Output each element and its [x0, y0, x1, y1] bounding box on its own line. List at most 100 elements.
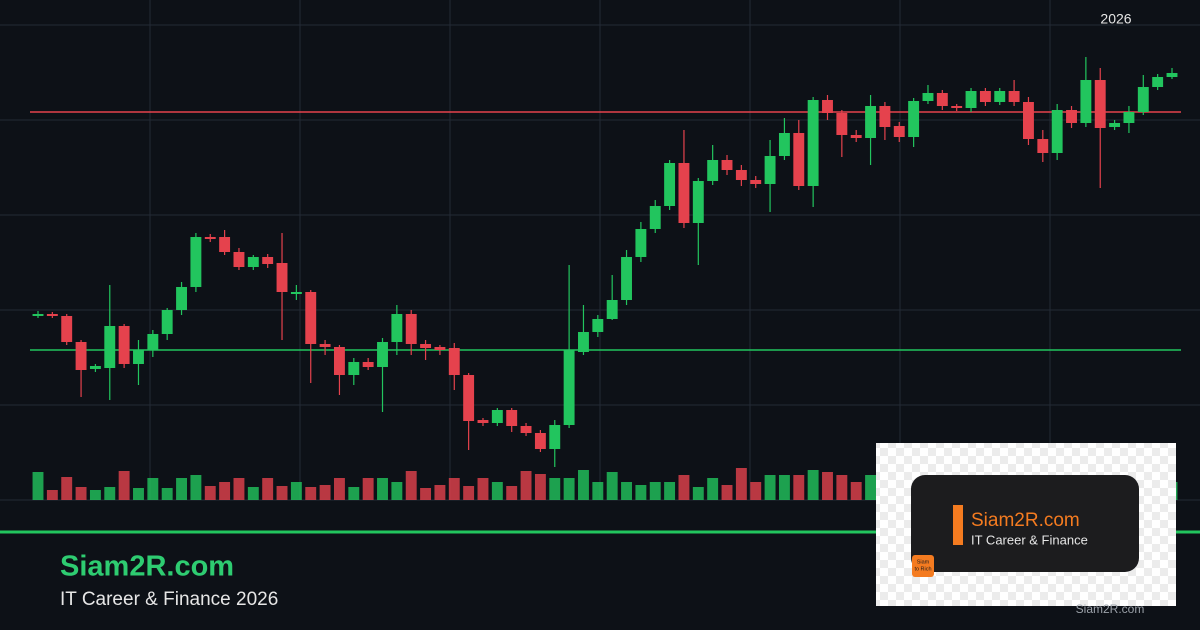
candle-body: [592, 319, 604, 332]
candle-body: [491, 410, 503, 423]
volume-bar: [75, 487, 87, 500]
candle-body: [89, 366, 101, 369]
volume-bar: [46, 490, 58, 500]
volume-bar: [405, 471, 417, 500]
candle-body: [893, 126, 905, 137]
candle-body: [520, 426, 532, 433]
volume-bar: [420, 488, 432, 500]
volume-bar: [578, 470, 589, 500]
candle-body: [477, 420, 489, 423]
candle-body: [104, 326, 116, 368]
card-panel: [911, 475, 1139, 572]
volume-bar: [348, 487, 360, 500]
candle-body: [147, 334, 159, 350]
candle-body: [879, 106, 891, 127]
volume-bar: [233, 478, 245, 500]
card-accent: [953, 505, 963, 545]
candle-body: [190, 237, 202, 287]
candle-body: [161, 310, 173, 334]
volume-bar: [534, 474, 546, 500]
candle-body: [118, 326, 130, 364]
candle-body: [262, 257, 274, 264]
candle-body: [276, 263, 288, 292]
candle-body: [922, 93, 934, 101]
volume-bar: [664, 482, 676, 500]
candle-body: [1152, 77, 1164, 87]
volume-bar: [161, 488, 173, 500]
candle-body: [951, 106, 963, 108]
volume-bar: [219, 482, 231, 500]
candle-body: [32, 314, 44, 316]
candle-body: [678, 163, 690, 223]
volume-bar: [190, 475, 202, 500]
card-footer: Siam2R.com: [1076, 602, 1145, 616]
candle-body: [793, 133, 805, 186]
candle-body: [133, 350, 144, 364]
volume-bar: [448, 478, 460, 500]
volume-bar: [793, 475, 805, 500]
volume-bar: [247, 487, 259, 500]
candle-body: [979, 91, 991, 102]
volume-bar: [290, 482, 302, 500]
candle-body: [664, 163, 676, 206]
volume-bar: [305, 487, 317, 500]
volume-bar: [463, 486, 475, 500]
volume-bar: [621, 482, 632, 500]
volume-bar: [836, 475, 848, 500]
volume-bar: [262, 478, 274, 500]
candle-body: [621, 257, 632, 300]
volume-bar: [865, 475, 877, 500]
candle-body: [176, 287, 187, 310]
candle-body: [721, 160, 733, 170]
brand-tagline: IT Career & Finance 2026: [60, 589, 278, 610]
volume-bar: [606, 472, 618, 500]
candle-body: [1166, 73, 1178, 77]
candle-body: [75, 342, 87, 370]
volume-bar: [563, 478, 575, 500]
volume-bar: [750, 482, 762, 500]
candle-body: [778, 133, 790, 156]
candle-body: [707, 160, 719, 181]
volume-bar: [778, 475, 790, 500]
candle-body: [549, 425, 561, 449]
volume-bar: [678, 475, 690, 500]
volume-bar: [362, 478, 374, 500]
card-name: Siam2R.com: [971, 510, 1080, 531]
candle-body: [1051, 110, 1063, 153]
candle-body: [1066, 110, 1077, 123]
candle-body: [377, 342, 388, 367]
grid: [0, 0, 1200, 501]
volume-bar: [104, 487, 116, 500]
candle-body: [578, 332, 589, 352]
card-tagline: IT Career & Finance: [971, 532, 1088, 547]
candle-body: [1023, 102, 1034, 139]
candle-body: [994, 91, 1006, 102]
candle-body: [233, 252, 245, 267]
candle-body: [1008, 91, 1020, 102]
candle-body: [936, 93, 948, 106]
volume-bar: [477, 478, 489, 500]
candle-body: [305, 292, 317, 344]
volume-bar: [377, 478, 388, 500]
volume-bar: [434, 485, 446, 500]
candle-body: [1080, 80, 1092, 123]
candle-body: [865, 106, 877, 138]
volume-bar: [147, 478, 159, 500]
candle-body: [506, 410, 518, 426]
candle-body: [434, 347, 446, 350]
card-logo-text: to Rich: [914, 566, 931, 572]
candle-body: [420, 344, 432, 348]
volume-bar: [118, 471, 130, 500]
volume-bar: [807, 470, 819, 500]
candle-body: [1109, 123, 1121, 127]
volume-bar: [721, 485, 733, 500]
volume-bar: [333, 478, 345, 500]
candle-body: [46, 314, 58, 316]
candle-body: [908, 101, 920, 137]
volume-bar: [692, 487, 704, 500]
volume-bar: [635, 485, 647, 500]
candle-body: [405, 314, 417, 344]
candle-body: [1094, 80, 1106, 128]
candle-body: [290, 292, 302, 294]
